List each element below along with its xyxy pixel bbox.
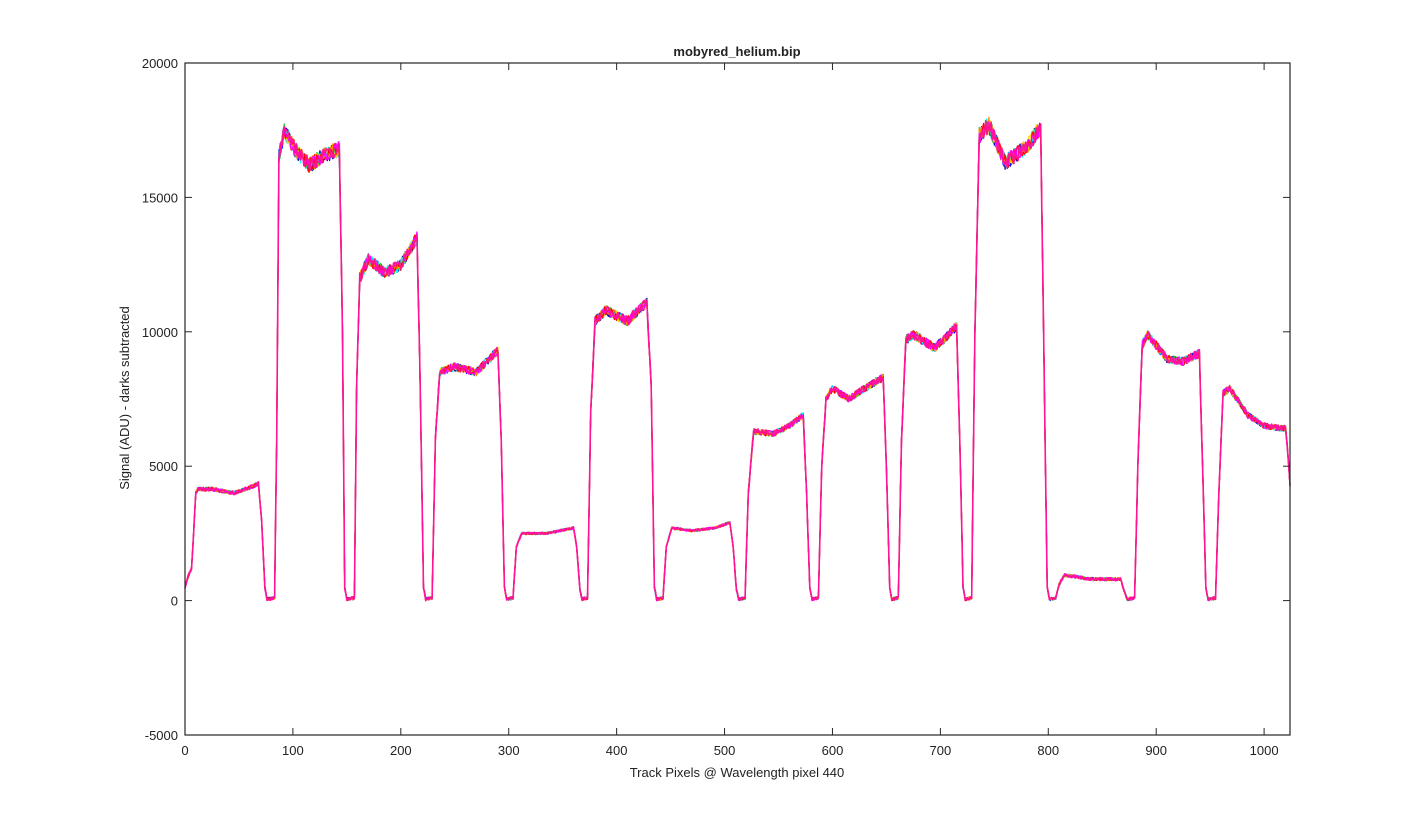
x-tick-label: 0 — [181, 743, 188, 758]
x-tick-label: 900 — [1145, 743, 1167, 758]
y-tick-label: 0 — [171, 594, 178, 609]
x-tick-label: 700 — [930, 743, 952, 758]
series-layer — [184, 116, 1291, 602]
y-tick-label: 20000 — [142, 56, 178, 71]
x-tick-label: 600 — [822, 743, 844, 758]
y-tick-label: 5000 — [149, 459, 178, 474]
x-tick-label: 500 — [714, 743, 736, 758]
x-axis-label: Track Pixels @ Wavelength pixel 440 — [630, 765, 845, 780]
x-tick-label: 400 — [606, 743, 628, 758]
x-tick-label: 200 — [390, 743, 412, 758]
x-tick-label: 1000 — [1250, 743, 1279, 758]
trace-line-10 — [184, 119, 1291, 602]
y-tick-label: 15000 — [142, 190, 178, 205]
x-tick-label: 300 — [498, 743, 520, 758]
y-tick-label: -5000 — [145, 728, 178, 743]
tick-layer: 0 100 200 300 400 500 600 700 800 900 1000-5000050… — [142, 56, 1290, 758]
x-tick-label: 100 — [282, 743, 304, 758]
x-tick-label: 800 — [1037, 743, 1059, 758]
plot-area-frame — [184, 62, 1291, 736]
y-axis-label: Signal (ADU) - darks subtracted — [117, 306, 132, 490]
y-tick-label: 10000 — [142, 325, 178, 340]
chart-title: mobyred_helium.bip — [673, 44, 800, 59]
